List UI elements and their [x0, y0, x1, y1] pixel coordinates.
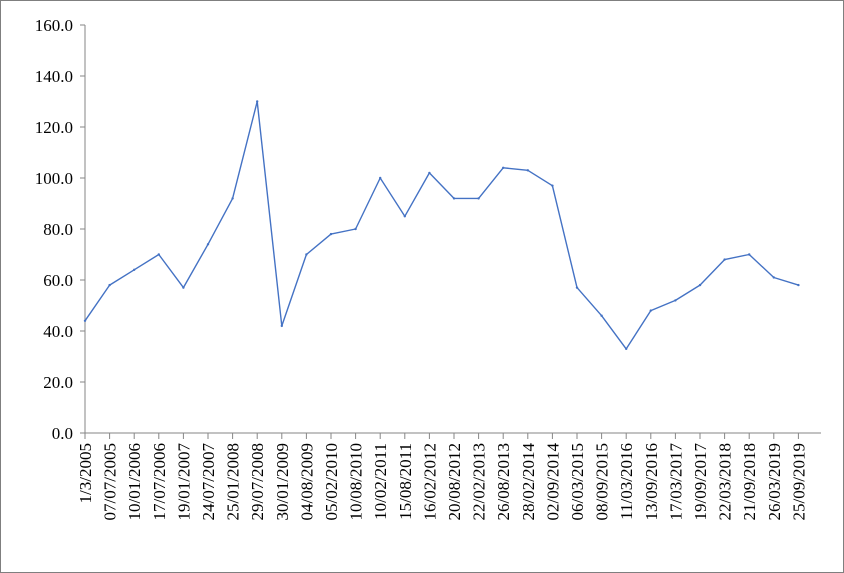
x-tick-label: 06/03/2015: [568, 443, 587, 520]
series-line: [84, 100, 799, 350]
data-point: [428, 171, 431, 175]
x-tick-label: 10/08/2010: [347, 443, 366, 520]
x-tick-label: 21/09/2018: [740, 443, 759, 520]
y-tick-label: 140.0: [35, 67, 73, 86]
data-point: [108, 283, 111, 287]
data-point: [477, 197, 480, 200]
data-point: [305, 253, 308, 256]
data-point: [575, 286, 579, 289]
data-point: [354, 227, 357, 231]
data-point: [280, 324, 283, 328]
x-tick-label: 29/07/2008: [248, 443, 267, 520]
y-tick-label: 20.0: [43, 373, 73, 392]
data-point: [133, 268, 136, 271]
data-point: [231, 197, 234, 200]
x-tick-label: 17/03/2017: [666, 443, 685, 521]
data-point: [551, 184, 554, 187]
x-axis: 1/3/2005 07/07/2005 10/01/2006 17/07/2006 19…: [76, 432, 821, 521]
x-tick-label: 10/02/2011: [371, 443, 390, 520]
data-point: [625, 347, 628, 351]
x-tick-label: 04/08/2009: [297, 443, 316, 520]
data-point: [748, 253, 751, 256]
x-tick-label: 25/09/2019: [789, 443, 808, 520]
data-point: [797, 283, 800, 287]
x-tick-label: 17/07/2006: [150, 443, 169, 520]
data-point: [206, 243, 210, 246]
x-tick-label: 25/01/2008: [224, 443, 243, 520]
x-tick-label: 10/01/2006: [125, 443, 144, 520]
data-point: [452, 197, 456, 200]
x-tick-label: 05/02/2010: [322, 443, 341, 520]
x-tick-label: 19/09/2017: [691, 443, 710, 521]
data-point: [600, 314, 603, 317]
data-point: [329, 232, 333, 236]
data-point: [379, 176, 382, 180]
x-tick-label: 08/09/2015: [593, 443, 612, 520]
x-tick-label: 22/02/2013: [470, 443, 489, 520]
x-tick-label: 02/09/2014: [543, 443, 562, 521]
data-point: [83, 319, 87, 322]
x-tick-label: 26/08/2013: [494, 443, 513, 520]
x-tick-label: 1/3/2005: [76, 443, 95, 503]
data-point: [649, 309, 652, 312]
data-point: [182, 286, 185, 289]
x-tick-label: 22/03/2018: [716, 443, 735, 520]
data-point: [772, 276, 775, 279]
x-tick-label: 13/09/2016: [642, 443, 661, 520]
y-tick-label: 60.0: [43, 271, 73, 290]
y-tick-label: 80.0: [43, 220, 73, 239]
y-tick-label: 120.0: [35, 118, 73, 137]
data-point: [723, 258, 726, 261]
data-point: [526, 169, 529, 172]
x-tick-label: 30/01/2009: [273, 443, 292, 520]
data-point: [674, 299, 677, 302]
x-tick-label: 07/07/2005: [101, 443, 120, 520]
y-tick-label: 0.0: [52, 424, 73, 443]
data-point: [157, 253, 160, 256]
x-tick-label: 19/01/2007: [174, 443, 193, 521]
x-tick-label: 28/02/2014: [519, 443, 538, 521]
y-axis: 0.0 20.0 40.0 60.0 80.0 100.0 120.0 140.0 160.0: [35, 16, 86, 443]
x-tick-label: 15/08/2011: [396, 443, 415, 520]
data-point: [502, 166, 505, 169]
data-point: [403, 215, 406, 218]
x-tick-label: 24/07/2007: [199, 443, 218, 521]
x-tick-label: 26/03/2019: [765, 443, 784, 520]
x-tick-label: 16/02/2012: [420, 443, 439, 520]
y-tick-label: 40.0: [43, 322, 73, 341]
y-tick-label: 160.0: [35, 16, 73, 35]
y-tick-label: 100.0: [35, 169, 73, 188]
x-tick-label: 11/03/2016: [617, 443, 636, 520]
x-tick-label: 20/08/2012: [445, 443, 464, 520]
data-point: [256, 100, 259, 103]
data-point: [698, 283, 702, 287]
plot-area: [83, 100, 800, 351]
